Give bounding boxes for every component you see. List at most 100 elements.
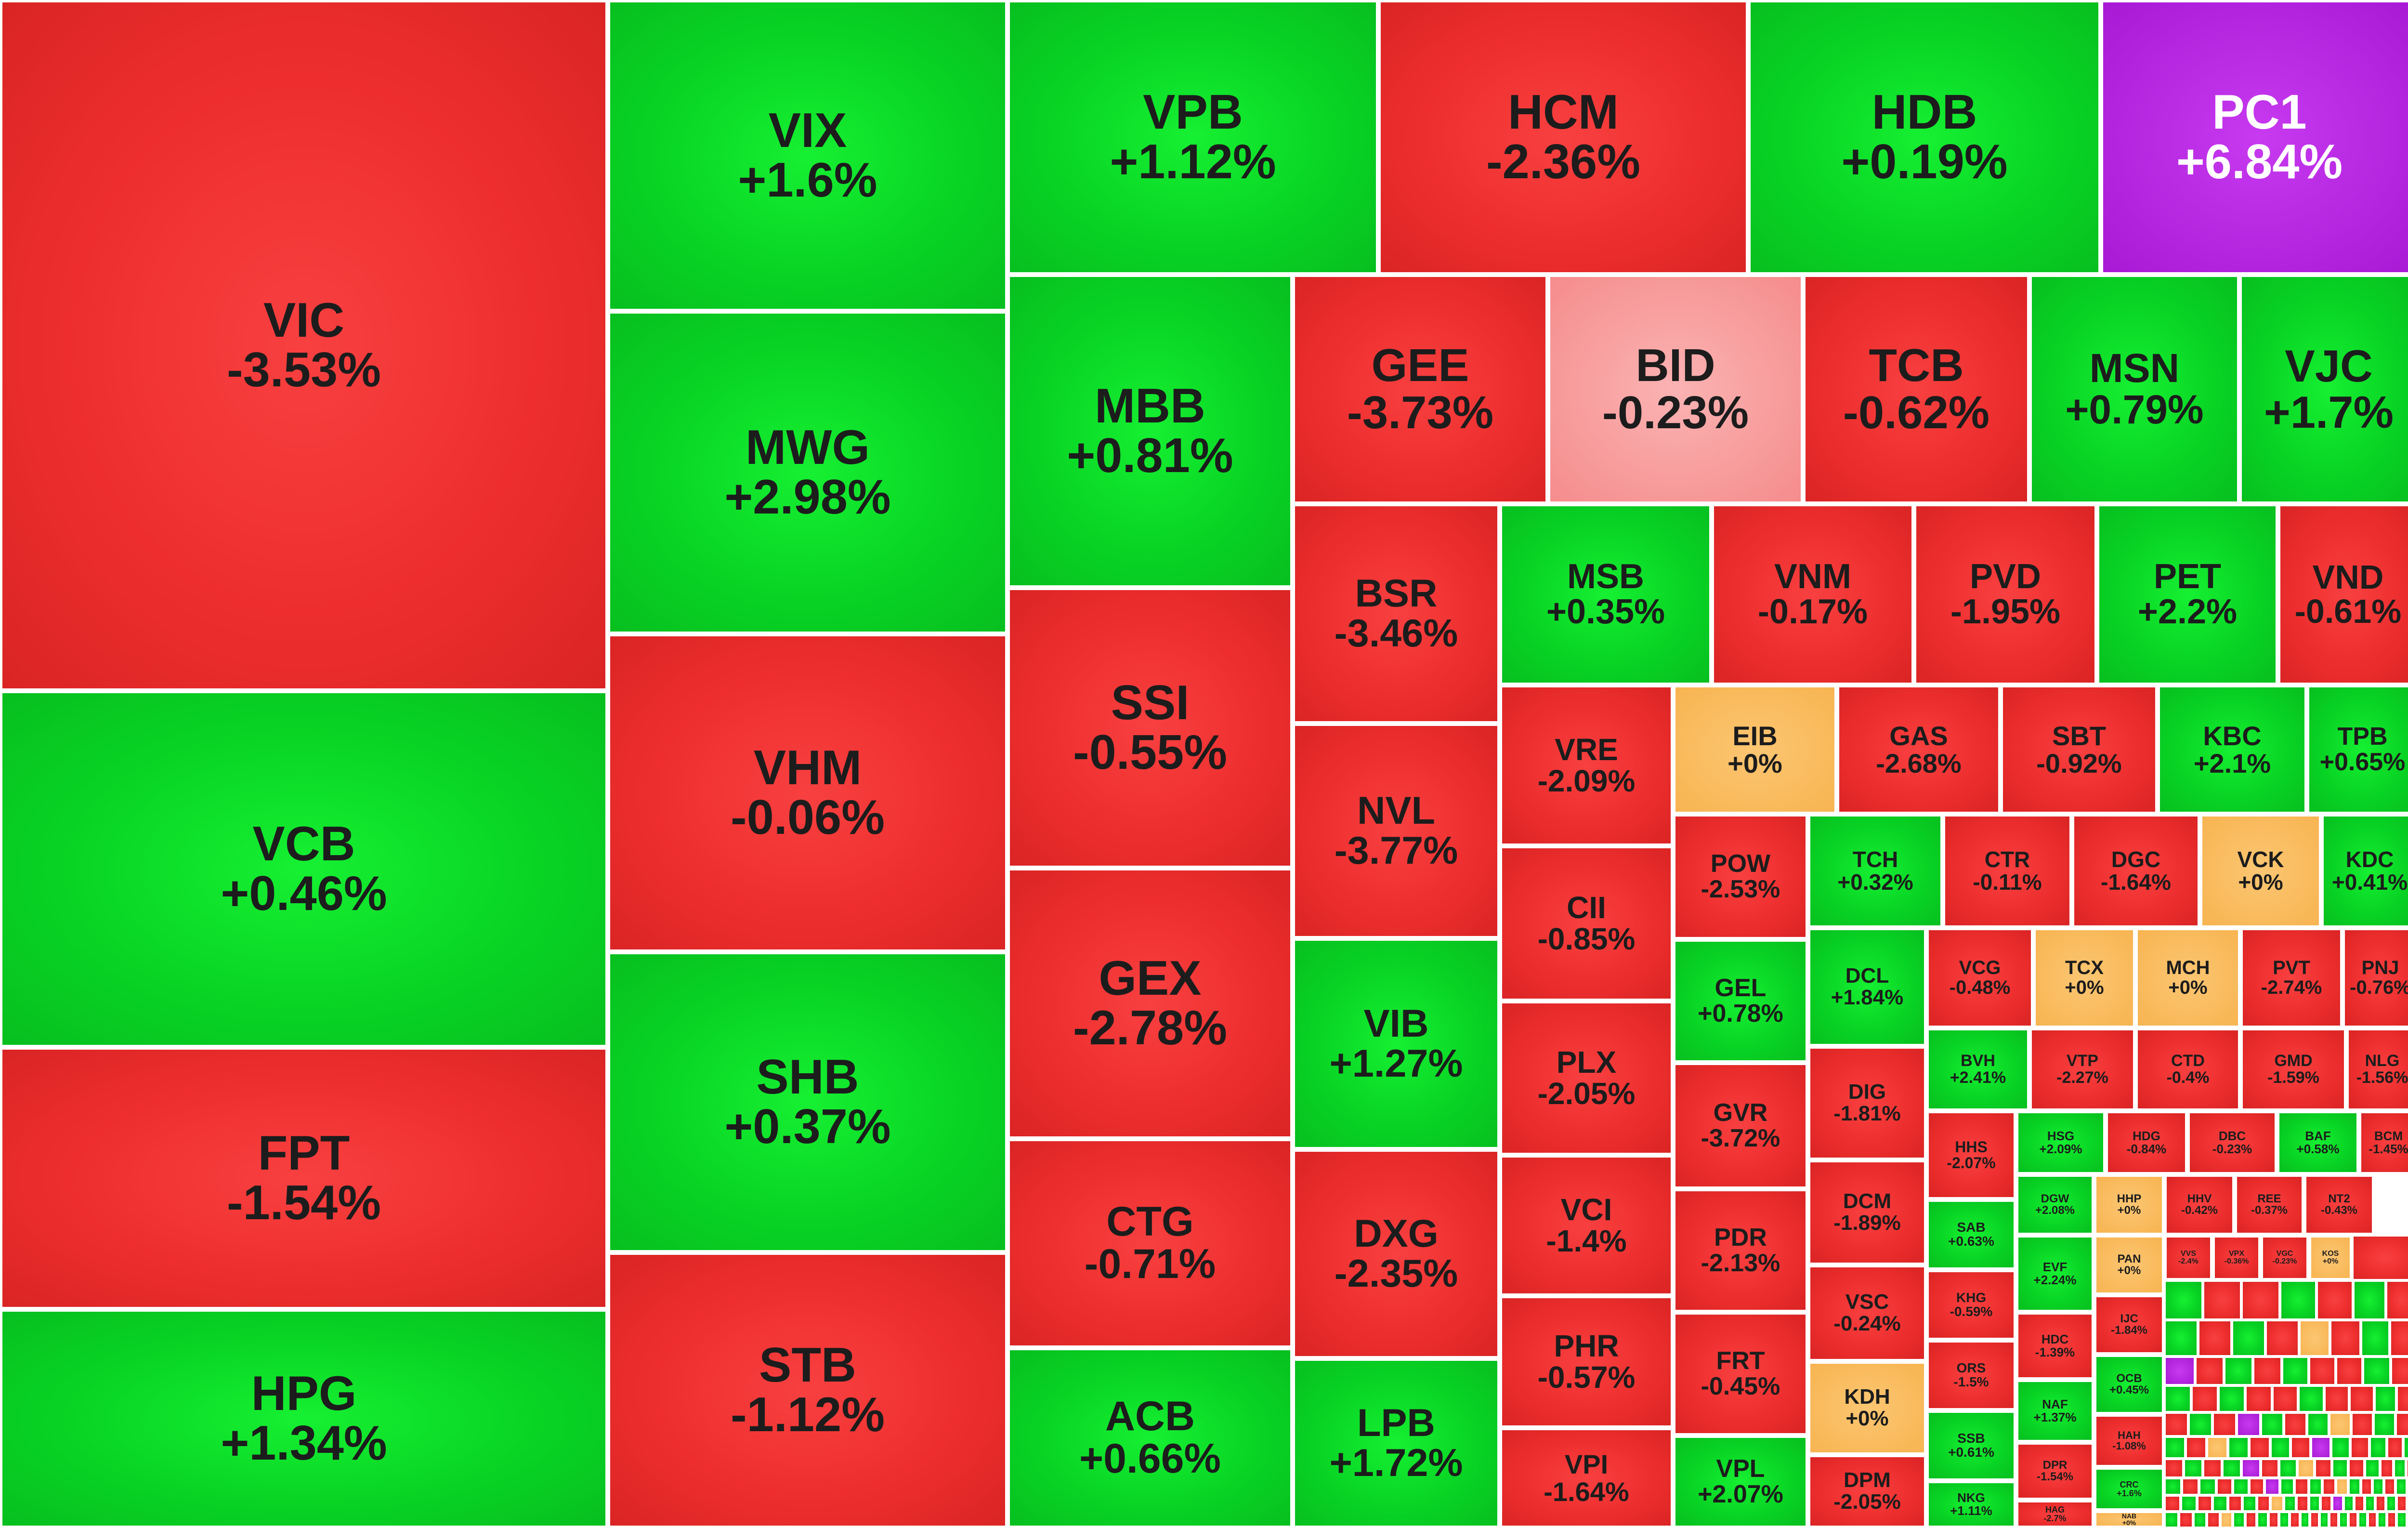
micro-tile[interactable] — [2294, 1478, 2309, 1495]
tile-evf[interactable]: EVF +2.24% — [2016, 1235, 2094, 1312]
micro-tile[interactable] — [2164, 1412, 2188, 1436]
tile-vvs[interactable]: VVS -2.4% — [2164, 1235, 2212, 1280]
tile-dcm[interactable]: DCM -1.89% — [1808, 1160, 1926, 1265]
tile-ree[interactable]: REE -0.37% — [2235, 1174, 2304, 1235]
micro-tile[interactable] — [2212, 1412, 2237, 1436]
tile-dgc[interactable]: DGC -1.64% — [2072, 814, 2200, 928]
micro-tile[interactable] — [2268, 1512, 2279, 1528]
micro-tile[interactable] — [2265, 1320, 2299, 1357]
micro-tile[interactable] — [2353, 1280, 2386, 1320]
tile-nt2[interactable]: NT2 -0.43% — [2304, 1174, 2374, 1235]
micro-tile[interactable] — [2336, 1478, 2348, 1495]
micro-tile[interactable] — [2280, 1478, 2294, 1495]
tile-pdr[interactable]: PDR -2.13% — [1673, 1189, 1808, 1312]
tile-vjc[interactable]: VJC +1.7% — [2239, 275, 2408, 504]
micro-tile[interactable] — [2311, 1436, 2331, 1459]
tile-stb[interactable]: STB -1.12% — [608, 1252, 1008, 1528]
micro-tile[interactable] — [2197, 1495, 2212, 1512]
tile-ctr[interactable]: CTR -0.11% — [1943, 814, 2072, 928]
tile-vck[interactable]: VCK +0% — [2200, 814, 2321, 928]
tile-naf[interactable]: NAF +1.37% — [2016, 1380, 2094, 1442]
tile-ctg[interactable]: CTG -0.71% — [1008, 1139, 1293, 1348]
tile-pow[interactable]: POW -2.53% — [1673, 814, 1808, 939]
micro-tile[interactable] — [2282, 1357, 2309, 1385]
micro-tile[interactable] — [2372, 1478, 2384, 1495]
tile-hag[interactable]: HAG -2.7% — [2016, 1500, 2094, 1528]
micro-tile[interactable] — [2203, 1459, 2222, 1478]
tile-gas[interactable]: GAS -2.68% — [1837, 685, 2001, 814]
tile-dig[interactable]: DIG -1.81% — [1808, 1046, 1926, 1160]
tile-vix[interactable]: VIX +1.6% — [608, 0, 1008, 311]
micro-tile[interactable] — [2264, 1478, 2280, 1495]
micro-tile[interactable] — [2365, 1495, 2375, 1512]
micro-tile[interactable] — [2391, 1357, 2408, 1385]
tile-hah[interactable]: HAH -1.08% — [2094, 1414, 2164, 1467]
tile-vcb[interactable]: VCB +0.46% — [0, 691, 608, 1047]
micro-tile[interactable] — [2228, 1436, 2249, 1459]
micro-tile[interactable] — [2184, 1459, 2203, 1478]
micro-tile[interactable] — [2407, 1478, 2408, 1495]
tile-crc[interactable]: CRC +1.6% — [2094, 1467, 2164, 1511]
tile-sab[interactable]: SAB +0.63% — [1926, 1199, 2016, 1270]
tile-hhv[interactable]: HHV -0.42% — [2164, 1174, 2235, 1235]
tile-gee[interactable]: GEE -3.73% — [1293, 275, 1548, 504]
micro-tile[interactable] — [2253, 1357, 2282, 1385]
micro-tile[interactable] — [2348, 1478, 2361, 1495]
tile-nlg[interactable]: NLG -1.56% — [2346, 1028, 2408, 1111]
tile-vnm[interactable]: VNM -0.17% — [1712, 504, 1914, 685]
micro-tile[interactable] — [2242, 1495, 2257, 1512]
micro-tile[interactable] — [2233, 1512, 2245, 1528]
micro-tile[interactable] — [2336, 1357, 2363, 1385]
micro-tile[interactable] — [2279, 1459, 2297, 1478]
tile-kos[interactable]: KOS +0% — [2309, 1235, 2352, 1280]
tile-cii[interactable]: CII -0.85% — [1500, 846, 1673, 1001]
tile-dgw[interactable]: DGW +2.08% — [2016, 1174, 2094, 1235]
tile-pvd[interactable]: PVD -1.95% — [1914, 504, 2097, 685]
tile-nvl[interactable]: NVL -3.77% — [1293, 724, 1500, 938]
micro-tile[interactable] — [2394, 1459, 2406, 1478]
micro-tile[interactable] — [2375, 1495, 2386, 1512]
micro-tile[interactable] — [2224, 1357, 2253, 1385]
micro-tile[interactable] — [2198, 1320, 2232, 1357]
tile-ijc[interactable]: IJC -1.84% — [2094, 1295, 2164, 1355]
tile-vic[interactable]: VIC -3.53% — [0, 0, 608, 691]
micro-tile[interactable] — [2390, 1320, 2408, 1357]
micro-tile[interactable] — [2349, 1385, 2374, 1412]
tile-mwg[interactable]: MWG +2.98% — [608, 311, 1008, 634]
tile-pnj[interactable]: PNJ -0.76% — [2343, 928, 2408, 1028]
micro-tile[interactable] — [2348, 1512, 2358, 1528]
tile-shb[interactable]: SHB +0.37% — [608, 952, 1008, 1252]
micro-tile[interactable] — [2182, 1478, 2199, 1495]
micro-tile[interactable] — [2320, 1495, 2332, 1512]
tile-vpx[interactable]: VPX -0.36% — [2212, 1235, 2261, 1280]
micro-tile[interactable] — [2232, 1320, 2265, 1357]
micro-tile[interactable] — [2299, 1320, 2330, 1357]
tile-nkg[interactable]: NKG +1.11% — [1926, 1481, 2016, 1528]
micro-tile[interactable] — [2220, 1512, 2233, 1528]
tile-vcg[interactable]: VCG -0.48% — [1926, 928, 2033, 1028]
tile-lpb[interactable]: LPB +1.72% — [1293, 1358, 1500, 1528]
micro-tile[interactable] — [2179, 1512, 2193, 1528]
tile-kdh[interactable]: KDH +0% — [1808, 1361, 1926, 1455]
micro-tile[interactable] — [2324, 1385, 2349, 1412]
micro-tile[interactable] — [2181, 1495, 2197, 1512]
micro-tile[interactable] — [2309, 1478, 2322, 1495]
tile-tcb[interactable]: TCB -0.62% — [1803, 275, 2029, 504]
micro-tile[interactable] — [2407, 1495, 2408, 1512]
tile-vsc[interactable]: VSC -0.24% — [1808, 1265, 1926, 1361]
micro-tile[interactable] — [2188, 1412, 2212, 1436]
tile-acb[interactable]: ACB +0.66% — [1008, 1348, 1293, 1528]
tile-kdc[interactable]: KDC +0.41% — [2321, 814, 2408, 928]
micro-tile[interactable] — [2386, 1280, 2408, 1320]
micro-tile[interactable] — [2386, 1495, 2396, 1512]
tile-ors[interactable]: ORS -1.5% — [1926, 1340, 2016, 1410]
micro-tile[interactable] — [2384, 1478, 2395, 1495]
micro-tile[interactable] — [2307, 1412, 2329, 1436]
micro-tile[interactable] — [2257, 1495, 2270, 1512]
tile-dxg[interactable]: DXG -2.35% — [1293, 1149, 1500, 1358]
micro-tile[interactable] — [2329, 1512, 2339, 1528]
micro-tile[interactable] — [2164, 1320, 2198, 1357]
micro-tile[interactable] — [2316, 1280, 2353, 1320]
micro-tile[interactable] — [2330, 1320, 2361, 1357]
micro-tile[interactable] — [2350, 1436, 2369, 1459]
